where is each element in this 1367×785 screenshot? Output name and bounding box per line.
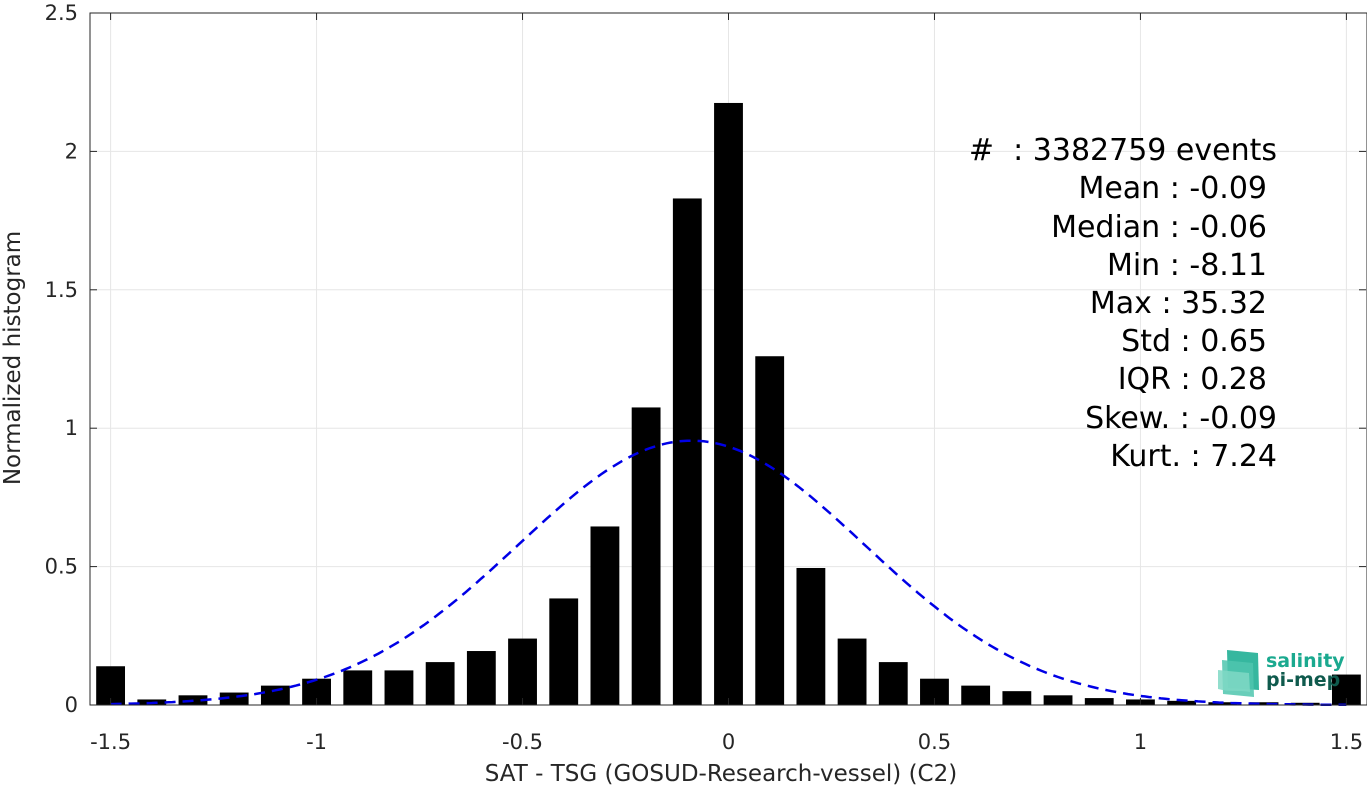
histogram-bar xyxy=(631,407,661,705)
logo-mark-icon xyxy=(1218,650,1259,697)
histogram-bar xyxy=(837,638,867,705)
x-tick-label: 1 xyxy=(1134,730,1147,754)
histogram-bar xyxy=(714,102,743,705)
histogram-bar xyxy=(755,356,785,705)
histogram-bar xyxy=(1167,700,1197,705)
histogram-bar xyxy=(425,662,455,705)
stats-line: Skew. : -0.09 xyxy=(1085,401,1277,436)
x-axis-ticks: -1.5 -1 -0.5 0 0.5 1 1.5 xyxy=(90,13,1363,754)
gaussian-fit xyxy=(110,439,1347,707)
y-axis-label: Normalized histogram xyxy=(0,231,26,485)
histogram-bar xyxy=(796,567,826,705)
stats-line: Median : -0.06 xyxy=(1051,210,1267,245)
stats-line: Max : 35.32 xyxy=(1090,286,1267,321)
y-tick-label: 2.5 xyxy=(45,1,78,25)
y-tick-label: 0.5 xyxy=(45,555,78,579)
x-tick-label: 0.5 xyxy=(918,730,951,754)
stats-line: # : 3382759 events xyxy=(969,133,1277,168)
gaussian-fit-line xyxy=(110,439,1347,707)
x-tick-label: 1.5 xyxy=(1330,730,1363,754)
x-tick-label: -0.5 xyxy=(502,730,543,754)
histogram-bar xyxy=(961,685,991,705)
y-axis-ticks: 0 0.5 1 1.5 2 2.5 xyxy=(45,1,1366,717)
stats-line: IQR : 0.28 xyxy=(1118,362,1267,397)
histogram-bar xyxy=(590,526,620,705)
logo-text-pimep: pi-mep xyxy=(1266,669,1340,691)
histogram-bar xyxy=(1043,695,1073,705)
salinity-pimep-logo: salinity pi-mep xyxy=(1218,650,1345,697)
y-tick-label: 2 xyxy=(65,139,78,163)
histogram-bar xyxy=(343,670,373,705)
histogram-bar xyxy=(260,685,290,705)
x-tick-label: -1.5 xyxy=(90,730,131,754)
y-tick-label: 1 xyxy=(65,416,78,440)
histogram-bar xyxy=(1084,698,1114,705)
histogram-bar xyxy=(1002,691,1032,705)
stats-line: Mean : -0.09 xyxy=(1078,171,1267,206)
x-tick-label: 0 xyxy=(722,730,735,754)
histogram-bar xyxy=(878,662,908,705)
y-tick-label: 1.5 xyxy=(45,278,78,302)
histogram-bar xyxy=(549,598,579,705)
histogram-bar xyxy=(384,670,414,705)
x-tick-label: -1 xyxy=(306,730,327,754)
stats-line: Min : -8.11 xyxy=(1107,248,1267,283)
logo-text-salinity: salinity xyxy=(1266,650,1345,672)
histogram-bar xyxy=(1249,702,1279,705)
stats-line: Std : 0.65 xyxy=(1121,324,1267,359)
histogram-bar xyxy=(672,198,702,705)
histogram-bars xyxy=(96,102,1361,705)
x-axis-label: SAT - TSG (GOSUD-Research-vessel) (C2) xyxy=(485,761,957,785)
histogram-bar xyxy=(508,638,537,705)
y-tick-label: 0 xyxy=(65,693,78,717)
stats-line: Kurt. : 7.24 xyxy=(1110,439,1277,474)
stats-annotation: # : 3382759 events Mean : -0.09 Median :… xyxy=(969,133,1277,474)
histogram-bar xyxy=(466,651,496,705)
